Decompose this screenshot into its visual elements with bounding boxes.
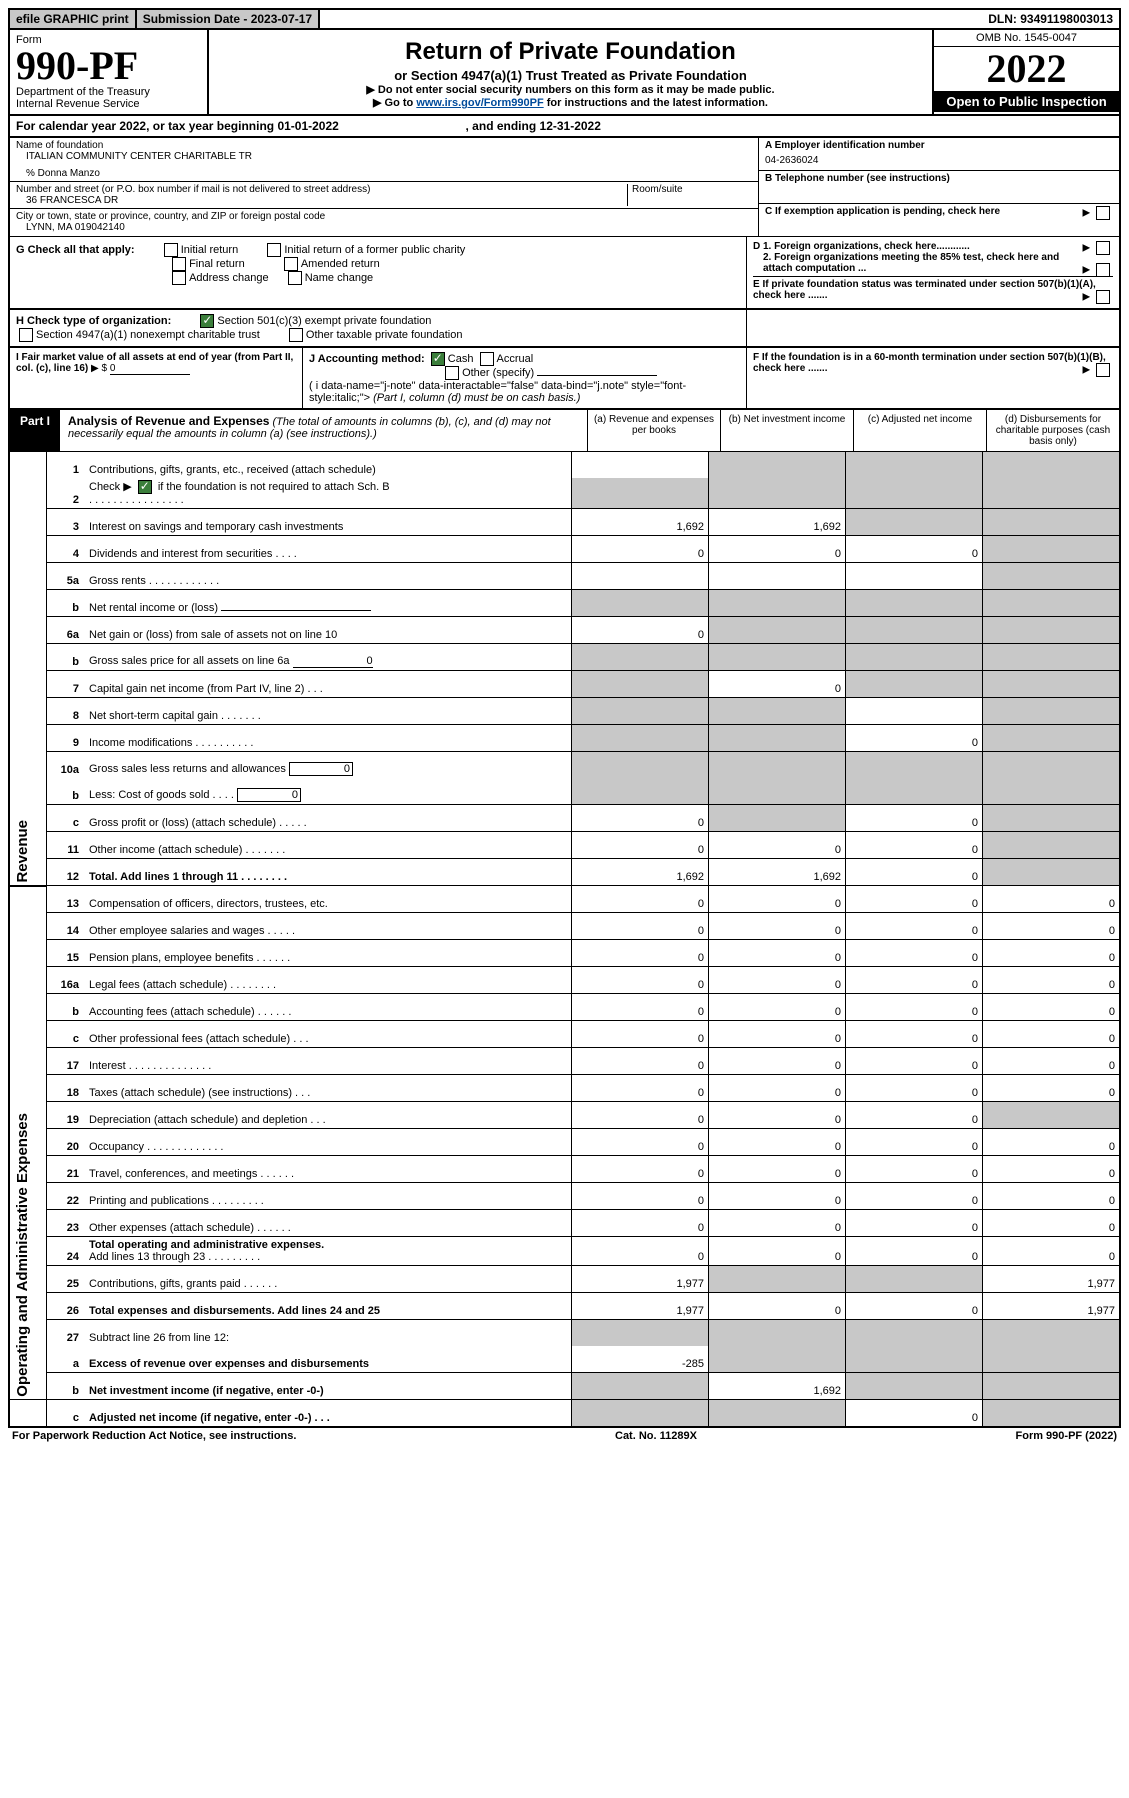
care-of: % Donna Manzo [16,168,752,179]
page-footer: For Paperwork Reduction Act Notice, see … [8,1428,1121,1444]
form-number: 990-PF [16,46,201,86]
d1-checkbox[interactable] [1096,241,1110,255]
top-bar: efile GRAPHIC print Submission Date - 20… [8,8,1121,30]
dept-line-1: Department of the Treasury [16,86,201,98]
street-address: 36 FRANCESCA DR [16,195,627,206]
initial-return-checkbox[interactable] [164,243,178,257]
address-change-checkbox[interactable] [172,271,186,285]
form-ref: Form 990-PF (2022) [1016,1430,1117,1442]
room-suite-label: Room/suite [627,184,752,206]
dln: DLN: 93491198003013 [982,10,1119,28]
final-return-checkbox[interactable] [172,257,186,271]
col-a-header: (a) Revenue and expenses per books [587,410,720,451]
e-label: E If private foundation status was termi… [753,279,1096,301]
expenses-side-label: Operating and Administrative Expenses [14,1113,31,1397]
j-note: (Part I, column (d) must be on cash basi… [373,392,580,404]
section-ijf: I Fair market value of all assets at end… [8,348,1121,410]
part1-table: Revenue 1Contributions, gifts, grants, e… [8,452,1121,1428]
501c3-checkbox[interactable] [200,314,214,328]
goto-pre: ▶ Go to [373,97,416,109]
phone-label: B Telephone number (see instructions) [765,173,950,184]
fmv-value: 0 [110,363,190,375]
form-header: Form 990-PF Department of the Treasury I… [8,30,1121,116]
other-method-label: Other (specify) [462,367,534,379]
h-label: H Check type of organization: [16,315,171,327]
part1-title: Analysis of Revenue and Expenses [68,414,269,428]
goto-post: for instructions and the latest informat… [547,97,768,109]
entity-info: Name of foundation ITALIAN COMMUNITY CEN… [8,138,1121,236]
part1-tag: Part I [10,410,60,451]
f-label: F If the foundation is in a 60-month ter… [753,352,1106,374]
form-subtitle: or Section 4947(a)(1) Trust Treated as P… [219,68,922,83]
amended-return-checkbox[interactable] [284,257,298,271]
paperwork-notice: For Paperwork Reduction Act Notice, see … [12,1430,296,1442]
4947-label: Section 4947(a)(1) nonexempt charitable … [36,329,260,341]
i-arrow: ▶ $ [91,363,107,374]
col-c-header: (c) Adjusted net income [853,410,986,451]
cash-checkbox[interactable] [431,352,445,366]
revenue-side-label: Revenue [14,820,31,883]
final-return-label: Final return [189,258,245,270]
g-label: G Check all that apply: [16,244,135,256]
other-method-checkbox[interactable] [445,366,459,380]
foundation-name: ITALIAN COMMUNITY CENTER CHARITABLE TR [16,151,752,162]
part1-header: Part I Analysis of Revenue and Expenses … [8,410,1121,452]
address-change-label: Address change [189,272,269,284]
omb-number: OMB No. 1545-0047 [934,30,1119,47]
f-checkbox[interactable] [1096,363,1110,377]
section-g-d: G Check all that apply: Initial return I… [8,236,1121,310]
accrual-label: Accrual [497,353,534,365]
e-checkbox[interactable] [1096,290,1110,304]
d1-label: D 1. Foreign organizations, check here..… [753,241,970,252]
dept-line-2: Internal Revenue Service [16,98,201,110]
catalog-number: Cat. No. 11289X [615,1430,697,1442]
name-change-label: Name change [305,272,374,284]
instructions-link[interactable]: www.irs.gov/Form990PF [416,97,543,109]
col-b-header: (b) Net investment income [720,410,853,451]
d2-label: 2. Foreign organizations meeting the 85%… [763,252,1059,274]
city-state-zip: LYNN, MA 019042140 [16,222,752,233]
address-label: Number and street (or P.O. box number if… [16,184,627,195]
open-inspection: Open to Public Inspection [934,91,1119,112]
initial-return-label: Initial return [181,244,238,256]
d2-checkbox[interactable] [1096,263,1110,277]
ssn-warning: ▶ Do not enter social security numbers o… [219,83,922,96]
exemption-pending-label: C If exemption application is pending, c… [765,206,1000,217]
other-taxable-checkbox[interactable] [289,328,303,342]
amended-return-label: Amended return [301,258,380,270]
ein-label: A Employer identification number [765,140,925,151]
4947-checkbox[interactable] [19,328,33,342]
name-change-checkbox[interactable] [288,271,302,285]
501c3-label: Section 501(c)(3) exempt private foundat… [217,315,431,327]
initial-former-checkbox[interactable] [267,243,281,257]
submission-date: Submission Date - 2023-07-17 [137,10,320,28]
name-label: Name of foundation [16,140,752,151]
calendar-year-row: For calendar year 2022, or tax year begi… [8,116,1121,138]
sch-b-checkbox[interactable] [138,480,152,494]
other-taxable-label: Other taxable private foundation [306,329,463,341]
accrual-checkbox[interactable] [480,352,494,366]
city-label: City or town, state or province, country… [16,211,752,222]
form-title: Return of Private Foundation [219,38,922,66]
initial-former-label: Initial return of a former public charit… [284,244,465,256]
ein-value: 04-2636024 [765,151,1113,166]
tax-year: 2022 [934,47,1119,91]
j-label: J Accounting method: [309,353,425,365]
exemption-pending-checkbox[interactable] [1096,206,1110,220]
section-h: H Check type of organization: Section 50… [8,310,1121,348]
cash-label: Cash [448,353,474,365]
col-d-header: (d) Disbursements for charitable purpose… [986,410,1119,451]
efile-print-button[interactable]: efile GRAPHIC print [10,10,137,28]
